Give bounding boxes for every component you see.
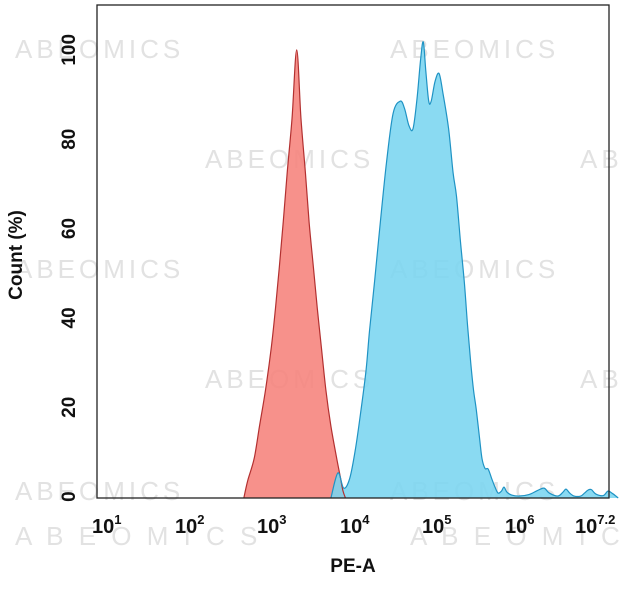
svg-text:100: 100 bbox=[59, 34, 80, 66]
svg-text:ABEOMICS: ABEOMICS bbox=[580, 364, 623, 394]
svg-text:40: 40 bbox=[59, 307, 80, 328]
svg-text:0: 0 bbox=[59, 491, 80, 502]
svg-text:20: 20 bbox=[59, 397, 80, 418]
svg-text:A B E O M I C S: A B E O M I C S bbox=[15, 521, 261, 551]
svg-text:ABEOMICS: ABEOMICS bbox=[390, 34, 559, 64]
svg-text:ABEOMICS: ABEOMICS bbox=[15, 476, 184, 506]
svg-text:60: 60 bbox=[59, 218, 80, 239]
svg-text:PE-A: PE-A bbox=[330, 556, 376, 577]
svg-text:80: 80 bbox=[59, 129, 80, 150]
svg-text:ABEOMICS: ABEOMICS bbox=[580, 144, 623, 174]
svg-text:Count (%): Count (%) bbox=[6, 210, 27, 300]
svg-text:ABEOMICS: ABEOMICS bbox=[15, 34, 184, 64]
svg-text:ABEOMICS: ABEOMICS bbox=[15, 254, 184, 284]
